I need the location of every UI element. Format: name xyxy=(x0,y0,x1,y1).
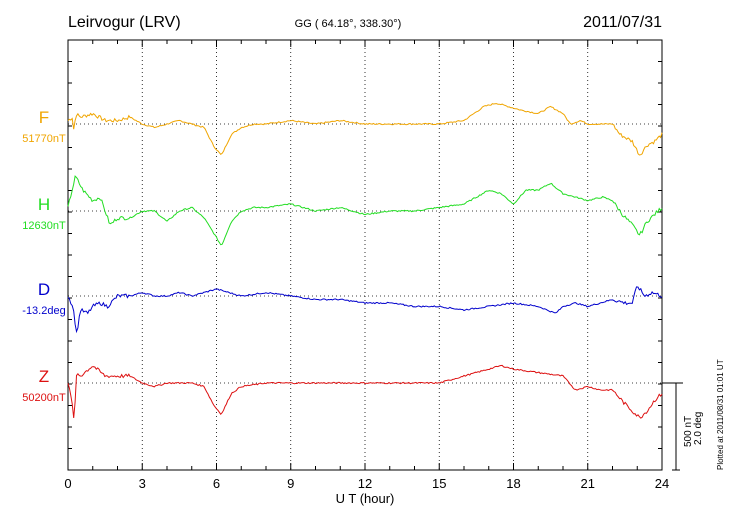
traces xyxy=(67,103,663,419)
series-labels: F 51770nT H 12630nT D -13.2deg Z 50200nT xyxy=(22,108,66,404)
series-baseline-z: 50200nT xyxy=(22,392,66,404)
vertical-grid xyxy=(141,40,589,470)
x-tick-label: 3 xyxy=(139,476,146,491)
x-tick-label: 24 xyxy=(655,476,669,491)
scale-bar: 500 nT 2.0 deg xyxy=(662,382,704,471)
trace-z xyxy=(67,364,663,419)
x-tick-label: 15 xyxy=(432,476,446,491)
date-label: 2011/07/31 xyxy=(583,14,662,31)
coordinates-label: GG ( 64.18°, 338.30°) xyxy=(295,18,402,30)
series-baseline-f: 51770nT xyxy=(22,133,66,145)
x-tick-label: 6 xyxy=(213,476,220,491)
x-tick-label: 12 xyxy=(358,476,372,491)
x-tick-label: 0 xyxy=(64,476,71,491)
trace-f xyxy=(67,103,663,156)
station-title: Leirvogur (LRV) xyxy=(68,14,181,31)
series-name-f: F xyxy=(39,108,49,127)
scale-nt-label: 500 nT xyxy=(683,416,694,447)
series-baseline-h: 12630nT xyxy=(22,220,66,232)
scale-deg-label: 2.0 deg xyxy=(693,412,704,445)
plotted-timestamp: Plotted at 2011/08/31 01:01 UT xyxy=(716,359,725,470)
x-tick-label: 9 xyxy=(287,476,294,491)
series-baseline-d: -13.2deg xyxy=(22,305,65,317)
series-name-d: D xyxy=(38,280,50,299)
series-name-z: Z xyxy=(39,367,49,386)
axis-ticks xyxy=(67,40,663,470)
x-axis-label: U T (hour) xyxy=(336,491,395,506)
trace-d xyxy=(67,286,663,334)
x-tick-label: 18 xyxy=(506,476,520,491)
x-tick-label: 21 xyxy=(581,476,595,491)
x-tick-labels: 0 3 6 9 12 15 18 21 24 xyxy=(64,476,669,491)
series-name-h: H xyxy=(38,195,50,214)
trace-h xyxy=(67,175,663,246)
